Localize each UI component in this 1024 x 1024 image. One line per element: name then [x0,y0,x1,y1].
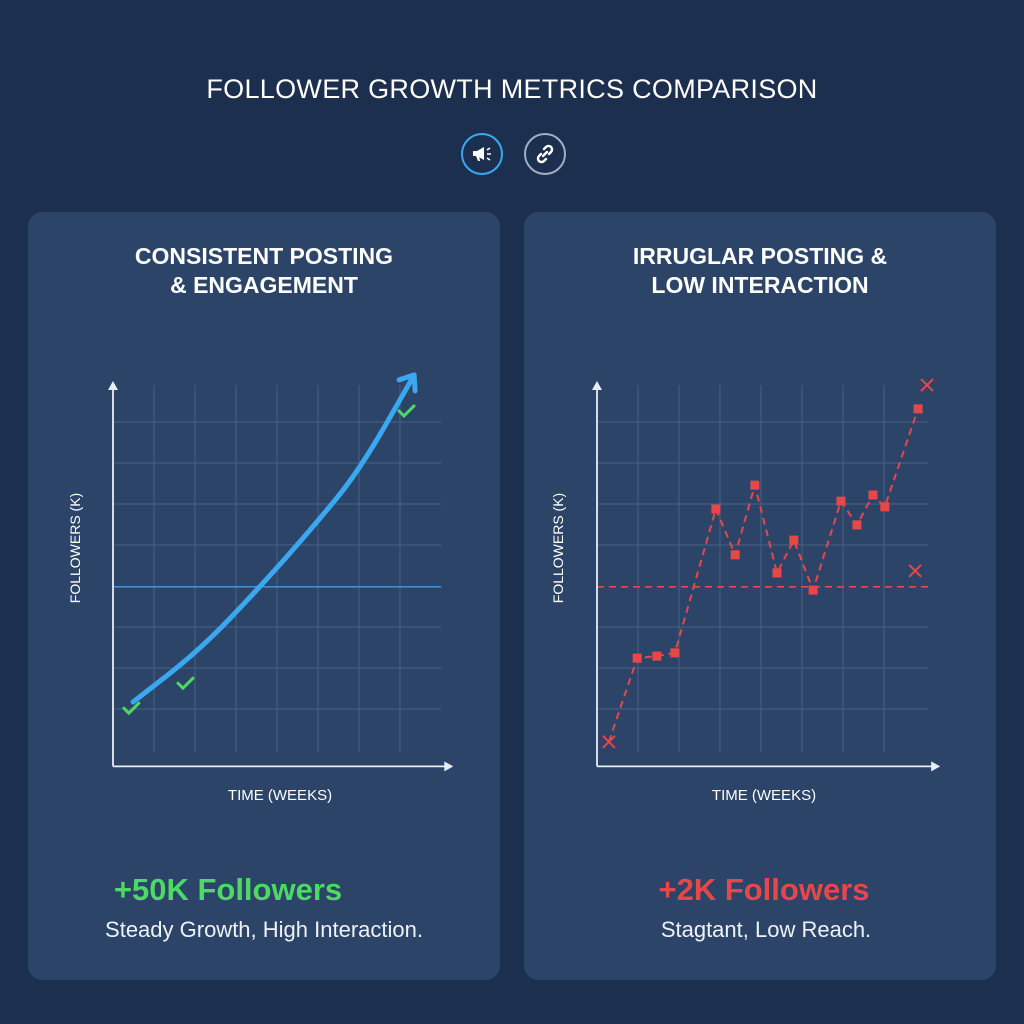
growth-line [130,374,416,705]
chart-irregular: FOLLOWERS (K) TIME (WEEKS) [550,378,941,804]
page-title: FOLLOWER GROWTH METRICS COMPARISON [206,74,818,104]
growth-arrow-icon [396,372,418,394]
summary-irregular: Stagtant, Low Reach. [660,917,872,942]
y-axis-label: FOLLOWERS (K) [67,493,83,603]
data-point [632,653,642,663]
data-point [808,585,818,595]
data-point [750,480,760,490]
panel-title-line: & ENGAGEMENT [170,272,358,298]
data-point [868,490,878,500]
data-point [836,496,846,506]
panel-irregular [524,212,996,980]
panel-consistent [28,212,500,980]
data-point [652,651,662,661]
x-axis-arrow-icon [444,761,454,772]
check-icon [397,404,416,419]
stat-irregular: +2K Followers [658,872,870,907]
link-icon [536,144,554,164]
cross-icon [602,735,616,749]
panel-title-line: LOW INTERACTION [651,272,869,298]
y-axis-arrow-icon [108,381,118,390]
data-point [852,520,862,530]
data-point [913,404,923,414]
chart-consistent: FOLLOWERS (K) TIME (WEEKS) [67,372,454,804]
cross-icon [908,564,922,578]
data-point [670,648,680,658]
x-axis-label: TIME (WEEKS) [712,787,816,804]
data-point [789,535,799,545]
check-icon [176,676,195,691]
panel-title-line: CONSISTENT POSTING [134,243,394,269]
data-point [711,504,721,514]
panel-title-consistent: CONSISTENT POSTING & ENGAGEMENT [28,242,500,300]
y-axis-label: FOLLOWERS (K) [550,493,566,603]
data-point [880,502,890,512]
megaphone-icon [473,147,491,161]
summary-consistent: Steady Growth, High Interaction. [105,917,423,942]
stat-consistent: +50K Followers [113,872,343,907]
irregular-line [607,408,919,743]
cross-icon [920,378,934,392]
x-axis-label: TIME (WEEKS) [228,787,332,804]
panel-title-irregular: IRRUGLAR POSTING & LOW INTERACTION [524,242,996,300]
panel-title-line: IRRUGLAR POSTING & [632,243,888,269]
link-button[interactable] [524,133,566,175]
data-point [730,550,740,560]
megaphone-button[interactable] [461,133,503,175]
check-icon [122,701,141,716]
x-axis-arrow-icon [931,761,941,772]
y-axis-arrow-icon [592,381,602,390]
data-point [772,568,782,578]
